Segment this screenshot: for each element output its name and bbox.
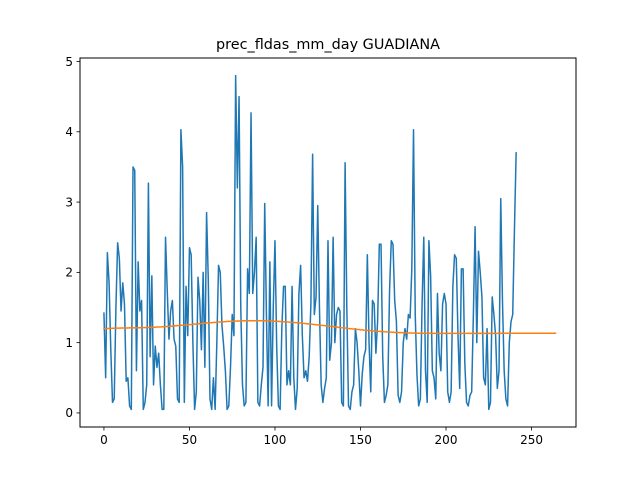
series-line-1	[103, 74, 517, 411]
series-layer	[103, 74, 557, 411]
y-tick-label: 2	[65, 266, 73, 280]
x-tick-label: 50	[182, 433, 197, 447]
x-tick-label: 200	[435, 433, 458, 447]
y-tick-label: 0	[65, 406, 73, 420]
x-tick-label: 0	[100, 433, 108, 447]
series-line-2	[103, 319, 557, 335]
y-tick-label: 5	[65, 55, 73, 69]
y-axis-ticks: 0 1 2 3 4 5	[65, 55, 80, 420]
plot-frame	[79, 57, 577, 428]
chart-title: prec_fldas_mm_day GUADIANA	[216, 37, 440, 53]
x-tick-label: 150	[349, 433, 372, 447]
x-tick-label: 250	[520, 433, 543, 447]
y-tick-label: 3	[65, 195, 73, 209]
y-tick-label: 4	[65, 125, 73, 139]
x-tick-label: 100	[264, 433, 287, 447]
y-tick-label: 1	[65, 336, 73, 350]
x-axis-ticks: 0 50 100 150 200 250	[100, 427, 543, 447]
